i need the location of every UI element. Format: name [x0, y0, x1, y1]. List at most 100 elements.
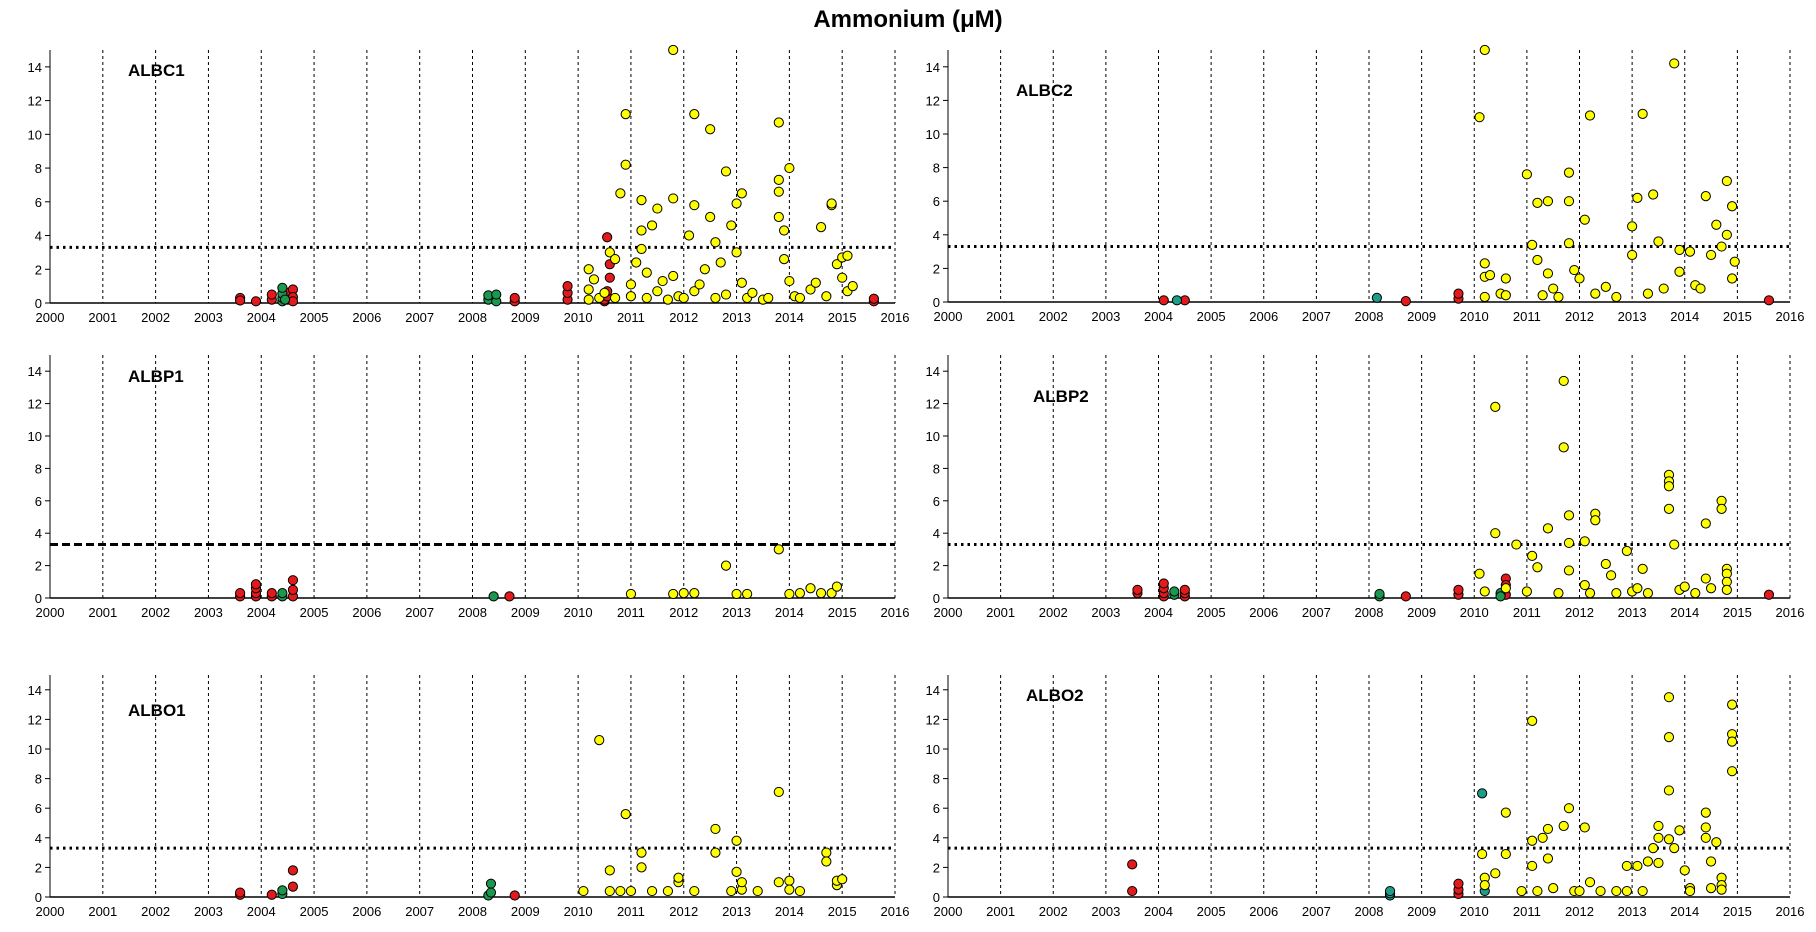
- data-point: [287, 575, 299, 586]
- data-point: [821, 291, 832, 302]
- data-point: [773, 117, 784, 128]
- x-tick-label: 2001: [986, 904, 1015, 919]
- x-tick-label: 2010: [1460, 605, 1489, 620]
- x-tick-label: 2016: [1776, 605, 1805, 620]
- data-point: [1679, 865, 1690, 876]
- x-tick-label: 2001: [986, 309, 1015, 324]
- data-point: [1584, 588, 1596, 599]
- x-tick-label: 2016: [881, 310, 910, 325]
- x-tick-label: 2004: [1144, 309, 1173, 324]
- data-point: [710, 237, 721, 248]
- data-point: [266, 889, 277, 900]
- x-tick-label: 2003: [1091, 605, 1120, 620]
- x-tick-label: 2001: [986, 605, 1015, 620]
- x-tick-label: 2014: [775, 310, 804, 325]
- x-tick-label: 2003: [1091, 309, 1120, 324]
- data-point: [747, 287, 758, 298]
- data-point: [1453, 288, 1464, 299]
- data-point: [1532, 562, 1543, 573]
- data-point: [504, 591, 515, 602]
- data-point: [784, 884, 795, 895]
- data-point: [821, 856, 832, 867]
- x-tick-label: 2010: [564, 310, 593, 325]
- x-tick-label: 2003: [194, 605, 223, 620]
- x-tick-label: 2000: [934, 605, 963, 620]
- data-point: [1521, 586, 1532, 597]
- data-point: [1669, 58, 1680, 69]
- data-point: [1511, 539, 1522, 550]
- data-point: [720, 560, 732, 571]
- data-point: [710, 823, 721, 835]
- data-point: [1632, 860, 1643, 872]
- data-point: [1579, 579, 1590, 591]
- data-point: [1553, 588, 1564, 599]
- x-tick-label: 2002: [1039, 605, 1068, 620]
- data-point: [1663, 503, 1675, 514]
- x-tick-label: 2013: [1618, 904, 1647, 919]
- data-point: [509, 292, 520, 304]
- data-point: [1637, 885, 1648, 897]
- x-tick-label: 2007: [405, 605, 434, 620]
- x-tick-label: 2013: [1618, 605, 1647, 620]
- data-point: [1711, 837, 1722, 848]
- data-point: [868, 293, 879, 304]
- data-point: [805, 583, 816, 594]
- y-tick-label: 14: [28, 683, 42, 698]
- data-point: [1477, 848, 1488, 860]
- data-point: [1500, 807, 1511, 818]
- data-point: [1374, 588, 1385, 600]
- data-point: [620, 809, 631, 820]
- data-point: [1563, 238, 1575, 249]
- y-tick-label: 4: [35, 229, 42, 244]
- y-tick-label: 8: [35, 161, 42, 176]
- data-point: [1605, 570, 1617, 581]
- data-point: [646, 220, 658, 231]
- data-point: [1474, 568, 1485, 579]
- data-point: [683, 230, 695, 241]
- x-tick-label: 2007: [1302, 309, 1331, 324]
- data-point: [1127, 859, 1138, 870]
- data-point: [773, 174, 784, 185]
- data-point: [1705, 249, 1717, 261]
- y-tick-label: 0: [35, 296, 42, 311]
- data-point: [646, 885, 658, 897]
- data-point: [277, 885, 288, 896]
- y-tick-label: 14: [926, 60, 940, 75]
- data-point: [1700, 573, 1711, 584]
- y-tick-label: 12: [926, 397, 940, 412]
- x-tick-label: 2005: [300, 605, 329, 620]
- data-point: [1663, 785, 1675, 796]
- x-tick-label: 2000: [36, 605, 65, 620]
- data-point: [1600, 281, 1611, 292]
- data-point: [689, 108, 700, 120]
- data-point: [1669, 539, 1680, 550]
- x-tick-label: 2016: [1776, 309, 1805, 324]
- data-point: [794, 588, 806, 599]
- data-point: [1479, 880, 1490, 891]
- data-point: [1637, 108, 1648, 119]
- data-point: [599, 287, 610, 298]
- data-point: [562, 281, 573, 292]
- data-point: [1563, 565, 1575, 576]
- data-point: [604, 865, 615, 876]
- x-tick-label: 2008: [1355, 309, 1384, 324]
- data-point: [1584, 877, 1596, 888]
- x-tick-label: 2008: [458, 605, 487, 620]
- data-point: [668, 44, 679, 56]
- y-tick-label: 6: [933, 494, 940, 509]
- y-tick-label: 8: [933, 461, 940, 476]
- data-point: [778, 254, 790, 265]
- data-point: [778, 225, 790, 236]
- data-point: [250, 579, 262, 590]
- data-point: [287, 865, 299, 876]
- data-point: [1527, 550, 1538, 561]
- data-point: [837, 272, 848, 283]
- data-point: [1527, 835, 1538, 846]
- x-tick-label: 2006: [1249, 605, 1278, 620]
- data-point: [1400, 296, 1411, 307]
- data-point: [1700, 191, 1711, 202]
- x-tick-label: 2007: [405, 904, 434, 919]
- x-tick-label: 2002: [1039, 309, 1068, 324]
- panel-label: ALBP2: [1033, 387, 1089, 406]
- data-point: [1453, 584, 1464, 596]
